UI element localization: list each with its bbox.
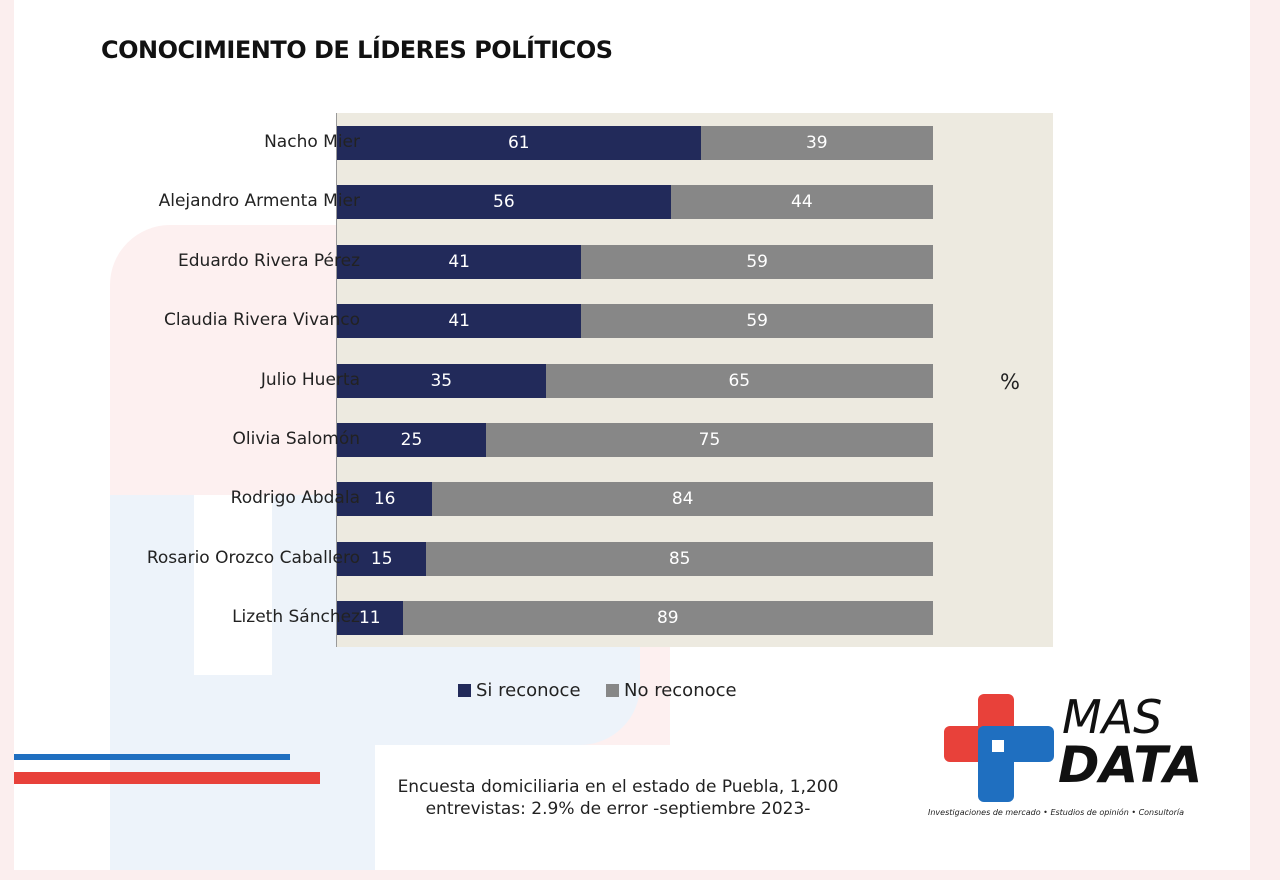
data-label: 59: [746, 251, 768, 272]
chart-title: CONOCIMIENTO DE LÍDERES POLÍTICOS: [101, 36, 613, 64]
bar-si-reconoce: 11: [337, 601, 403, 636]
category-label: Rodrigo Abdala: [230, 488, 360, 509]
category-label: Julio Huerta: [260, 369, 360, 390]
bar-si-reconoce: 41: [337, 304, 582, 339]
data-label: 59: [746, 311, 768, 332]
note-line: entrevistas: 2.9% de error -septiembre 2…: [425, 799, 811, 819]
data-label: 65: [728, 370, 751, 391]
bar-si-reconoce: 35: [337, 363, 546, 398]
legend-label: Si reconoce: [476, 680, 581, 701]
note-line: Encuesta domiciliaria en el estado de Pu…: [397, 777, 839, 797]
bar-si-reconoce: 15: [337, 541, 427, 576]
unit-label: %: [1000, 370, 1020, 394]
logo-tagline: Investigaciones de mercado • Estudios de…: [928, 808, 1185, 817]
data-label: 25: [400, 430, 423, 450]
bar-si-reconoce: 56: [337, 185, 671, 220]
data-label: 75: [698, 430, 721, 450]
plot-area: 61 39 56 44 41 59 41 59 35 65 25 75 16 84 15 85 11 89: [336, 113, 1053, 647]
bar-no-reconoce: 59: [581, 304, 933, 339]
bar-no-reconoce: 44: [670, 185, 933, 220]
legend-swatch: [458, 684, 471, 697]
decor-blue-line: [14, 754, 290, 760]
data-label: 61: [507, 133, 530, 153]
bar-si-reconoce: 16: [337, 482, 433, 517]
category-label: Claudia Rivera Vivanco: [164, 310, 360, 331]
bar-no-reconoce: 59: [581, 244, 933, 279]
legend-no-reconoce: No reconoce: [606, 680, 737, 701]
data-label: 35: [430, 370, 453, 391]
data-label: 39: [805, 133, 828, 153]
data-label: 16: [373, 489, 396, 510]
legend-swatch: [606, 684, 619, 697]
data-label: 85: [668, 548, 691, 569]
category-label: Olivia Salomón: [232, 429, 361, 449]
bar-no-reconoce: 89: [402, 601, 933, 636]
legend-label: No reconoce: [624, 680, 737, 701]
cross-logo-icon: [944, 694, 1054, 802]
bar-no-reconoce: 75: [486, 423, 933, 457]
data-label: 84: [671, 489, 694, 510]
data-label: 44: [791, 192, 813, 213]
data-label: 41: [448, 251, 470, 272]
survey-note: Encuesta domiciliaria en el estado de Pu…: [388, 776, 848, 820]
category-label: Rosario Orozco Caballero: [146, 547, 360, 568]
category-label: Nacho Mier: [264, 132, 360, 152]
bar-si-reconoce: 41: [337, 244, 582, 279]
data-label: 41: [448, 311, 470, 332]
bar-si-reconoce: 61: [337, 126, 701, 160]
logo-text-mas: MAS: [1062, 690, 1163, 744]
data-label: 11: [358, 608, 381, 629]
bar-si-reconoce: 25: [337, 423, 486, 457]
bar-no-reconoce: 39: [700, 126, 933, 160]
data-label: 89: [656, 608, 679, 629]
category-label: Eduardo Rivera Pérez: [178, 250, 360, 271]
data-label: 56: [493, 192, 515, 213]
masdata-logo: MAS DATA Investigaciones de mercado • Es…: [928, 692, 1208, 822]
data-label: 15: [370, 548, 393, 569]
category-label: Lizeth Sánchez: [232, 607, 360, 628]
decor-white-box: [194, 495, 272, 675]
bar-no-reconoce: 84: [432, 482, 933, 517]
legend-si-reconoce: Si reconoce: [458, 680, 581, 701]
bar-no-reconoce: 65: [545, 363, 933, 398]
decor-red-line: [14, 772, 320, 784]
logo-text-data: DATA: [1058, 736, 1203, 794]
category-label: Alejandro Armenta Mier: [158, 191, 360, 212]
bar-no-reconoce: 85: [426, 541, 933, 576]
